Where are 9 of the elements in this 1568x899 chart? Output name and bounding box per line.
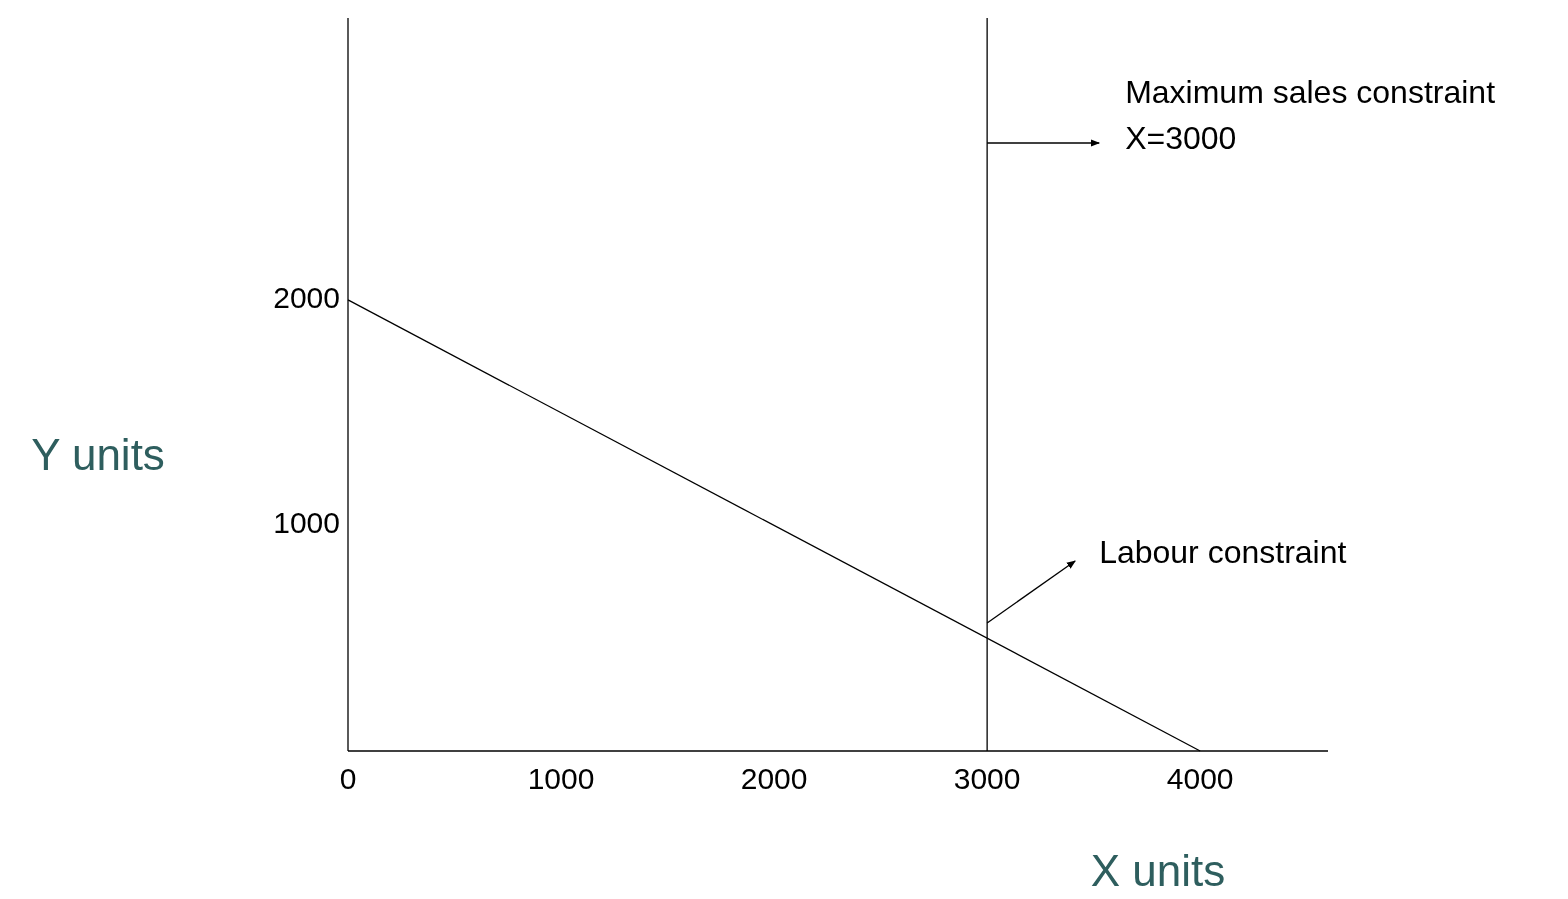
- ref-line-label: Maximum sales constraint X=3000: [1125, 74, 1496, 156]
- x-tick-label: 1000: [527, 762, 595, 795]
- x-tick-label: 0: [339, 762, 357, 795]
- annotation: Labour constraint: [1099, 534, 1347, 570]
- x-tick-label: 2000: [740, 762, 808, 795]
- x-tick-label: 4000: [1166, 762, 1234, 795]
- x-tick-label: 3000: [953, 762, 1021, 795]
- x-axis-title: X units: [1090, 846, 1226, 895]
- y-axis-title: Y units: [31, 429, 165, 479]
